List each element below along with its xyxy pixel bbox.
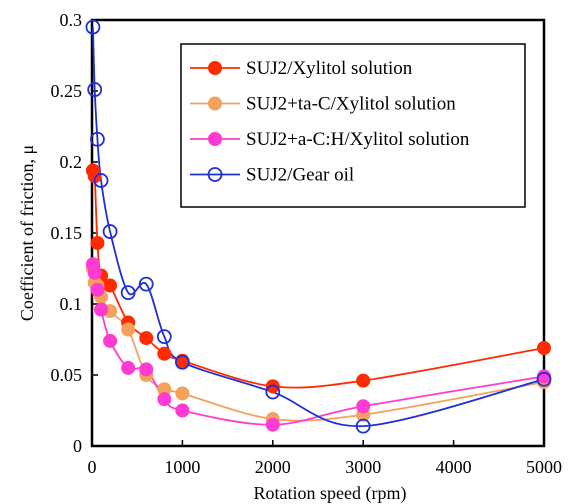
series-markers <box>85 19 552 434</box>
legend-label: SUJ2/Gear oil <box>246 165 354 186</box>
x-tick-label: 3000 <box>345 457 381 477</box>
y-tick-label: 0.05 <box>51 365 83 385</box>
data-point-series-0 <box>90 235 105 250</box>
data-point-series-0 <box>157 346 172 361</box>
data-point-series-3 <box>156 329 172 345</box>
legend-items: SUJ2/Xylitol solution SUJ2+ta-C/Xylitol s… <box>190 58 470 186</box>
y-tick-label: 0 <box>73 436 82 456</box>
x-tick-label: 2000 <box>255 457 291 477</box>
data-point-series-3 <box>87 82 103 97</box>
data-point-series-2 <box>265 417 280 432</box>
data-point-series-3 <box>85 19 101 35</box>
x-tick-label: 0 <box>88 457 97 477</box>
x-tick-label: 1000 <box>164 457 200 477</box>
y-tick-label: 0.1 <box>60 294 83 314</box>
x-tick-label: 5000 <box>526 457 562 477</box>
data-point-series-2 <box>175 403 190 418</box>
data-point-series-0 <box>139 331 154 346</box>
y-tick-label: 0.2 <box>60 152 83 172</box>
x-axis-title: Rotation speed (rpm) <box>254 483 407 504</box>
data-point-series-3 <box>265 384 281 400</box>
y-axis-ticks: 0 0.05 0.1 0.15 0.2 0.25 0.3 <box>51 10 98 456</box>
data-point-series-1 <box>175 386 190 401</box>
legend-marker <box>208 61 222 75</box>
x-tick-label: 4000 <box>436 457 472 477</box>
legend-label: SUJ2+a-C:H/Xylitol solution <box>246 129 470 150</box>
y-tick-label: 0.15 <box>51 223 83 243</box>
data-point-series-0 <box>537 341 551 356</box>
data-point-series-3 <box>355 418 371 434</box>
x-axis-ticks: 0 1000 2000 3000 4000 5000 <box>88 440 562 477</box>
data-point-series-2 <box>356 399 371 414</box>
legend-label: SUJ2+ta-C/Xylitol solution <box>246 94 456 115</box>
data-point-series-2 <box>157 392 172 407</box>
data-point-series-2 <box>90 282 105 297</box>
data-point-series-3 <box>174 354 190 370</box>
data-point-series-1 <box>121 322 136 337</box>
data-point-series-3 <box>90 131 105 147</box>
y-tick-label: 0.3 <box>60 10 83 30</box>
legend-label: SUJ2/Xylitol solution <box>246 58 413 79</box>
legend-marker <box>208 132 222 146</box>
legend-marker <box>207 167 223 182</box>
legend: SUJ2/Xylitol solution SUJ2+ta-C/Xylitol s… <box>180 43 526 208</box>
y-axis-title: Coefficient of friction, μ <box>17 145 37 321</box>
y-tick-label: 0.25 <box>51 81 83 101</box>
data-point-series-0 <box>356 373 371 388</box>
data-point-series-2 <box>121 360 136 375</box>
legend-marker <box>208 96 222 111</box>
data-point-series-2 <box>87 265 102 280</box>
data-point-series-0 <box>103 278 118 293</box>
data-point-series-3 <box>102 224 118 239</box>
data-point-series-3 <box>138 276 154 292</box>
legend-box <box>180 43 526 208</box>
data-point-series-2 <box>103 333 118 348</box>
data-point-series-3 <box>93 173 109 188</box>
data-point-series-2 <box>94 302 109 317</box>
data-point-series-3 <box>536 371 552 387</box>
data-point-series-2 <box>139 362 154 377</box>
series-line-3 <box>92 27 545 428</box>
data-point-series-3 <box>120 285 136 301</box>
